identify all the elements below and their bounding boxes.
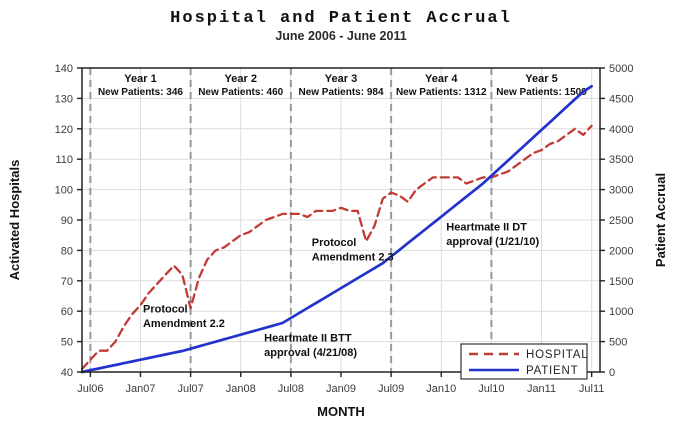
chart-subtitle: June 2006 - June 2011: [275, 29, 406, 43]
x-axis-title: MONTH: [317, 404, 365, 419]
year-label: Year 5: [525, 73, 557, 85]
legend-box: [460, 343, 588, 380]
left-y-tick-label: 130: [55, 93, 73, 105]
left-y-tick-label: 70: [61, 276, 73, 288]
year-new-patients-label: New Patients: 1509: [496, 87, 587, 98]
year-labels: Year 1 New Patients: 346 Year 2 New Patient…: [98, 73, 587, 98]
x-tick-label: Jul07: [177, 383, 203, 395]
left-y-tick-label: 100: [55, 185, 73, 197]
left-y-tick-label: 60: [61, 306, 73, 318]
hospital-series-line: [80, 124, 593, 371]
annotation-text: approval (1/21/10): [446, 236, 539, 248]
patient-series-line: [80, 84, 593, 374]
right-axis-title: Patient Accrual: [653, 173, 668, 267]
x-tick-label: Jul09: [378, 383, 404, 395]
right-y-tick-label: 4500: [609, 93, 633, 105]
left-y-tick-label: 40: [61, 367, 73, 379]
right-y-tick-label: 4000: [609, 124, 633, 136]
x-tick-label: Jan10: [426, 383, 456, 395]
annotation-text: approval (4/21/08): [264, 347, 357, 359]
x-tick-label: Jul11: [579, 383, 604, 395]
right-y-tick-label: 1500: [609, 276, 633, 288]
x-tick-label: Jan11: [527, 383, 556, 395]
year-new-patients-label: New Patients: 1312: [396, 87, 487, 98]
right-y-tick-label: 2000: [609, 245, 633, 257]
right-y-tick-label: 5000: [609, 63, 633, 75]
axis-ticks: Jul06 Jan07 Jul07 Jan08 Jul08 Jan09 Jul09 Jan10…: [55, 63, 634, 395]
left-y-tick-label: 110: [55, 154, 73, 166]
right-y-tick-label: 2500: [609, 215, 633, 227]
annotations: Protocol Amendment 2.2 Heartmate II BTT app…: [143, 222, 540, 359]
year-label: Year 3: [325, 73, 357, 85]
gridlines: [82, 68, 600, 372]
x-tick-label: Jan07: [125, 383, 155, 395]
x-tick-label: Jul08: [278, 383, 304, 395]
legend-hospital-label: HOSPITAL: [526, 349, 588, 361]
left-y-tick-label: 50: [61, 337, 73, 349]
year-label: Year 4: [425, 73, 458, 85]
left-y-tick-label: 120: [55, 124, 73, 136]
legend-patient-label: PATIENT: [526, 365, 578, 377]
year-new-patients-label: New Patients: 460: [198, 87, 283, 98]
right-y-tick-label: 1000: [609, 306, 633, 318]
left-y-tick-label: 140: [55, 63, 73, 75]
x-tick-label: Jul06: [77, 383, 103, 395]
data-series: [80, 84, 593, 374]
right-y-tick-label: 500: [609, 337, 627, 349]
x-tick-label: Jan09: [326, 383, 356, 395]
annotation-text: Protocol: [312, 237, 357, 249]
annotation-text: Protocol: [143, 304, 188, 316]
left-y-tick-label: 90: [61, 215, 73, 227]
x-tick-label: Jul10: [478, 383, 504, 395]
right-y-tick-label: 0: [609, 367, 615, 379]
year-label: Year 1: [124, 73, 156, 85]
chart-title: Hospital and Patient Accrual: [170, 9, 512, 28]
x-tick-label: Jan08: [226, 383, 256, 395]
year-dividers: [89, 68, 493, 372]
year-label: Year 2: [225, 73, 257, 85]
annotation-text: Amendment 2.2: [143, 318, 225, 330]
left-axis-title: Activated Hospitals: [7, 160, 22, 281]
right-y-tick-label: 3000: [609, 185, 633, 197]
year-new-patients-label: New Patients: 346: [98, 87, 183, 98]
left-y-tick-label: 80: [61, 245, 73, 257]
annotation-text: Heartmate II DT: [446, 222, 527, 234]
annotation-text: Heartmate II BTT: [264, 333, 352, 345]
year-new-patients-label: New Patients: 984: [298, 87, 383, 98]
annotation-text: Amendment 2.3: [312, 251, 394, 263]
legend: HOSPITAL PATIENT: [460, 343, 588, 380]
right-y-tick-label: 3500: [609, 154, 633, 166]
